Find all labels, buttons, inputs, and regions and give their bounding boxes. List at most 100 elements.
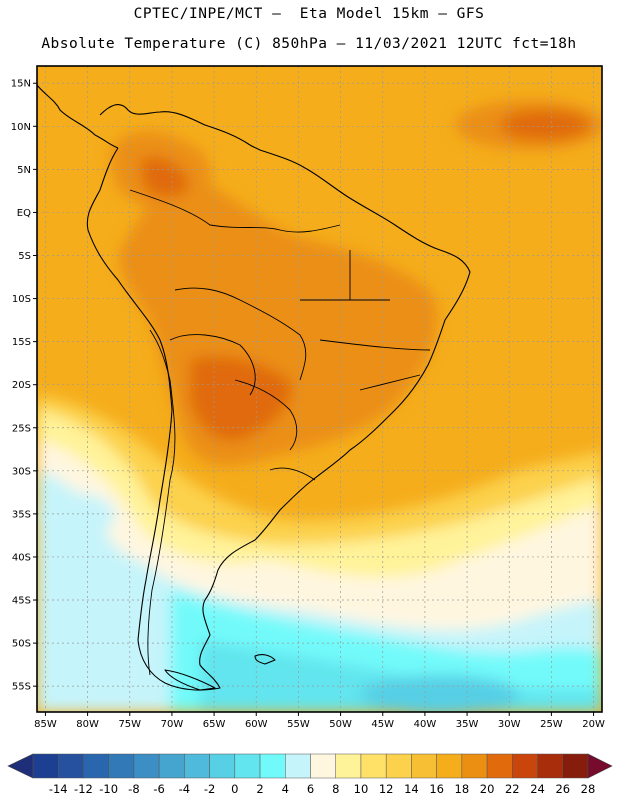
colorbar-label: 22	[505, 782, 520, 796]
lon-tick-label: 50W	[329, 719, 352, 730]
colorbar-label: 0	[231, 782, 238, 796]
colorbar-label: 2	[256, 782, 263, 796]
border-bolivia	[169, 334, 256, 396]
colorbar-swatch	[234, 753, 261, 779]
colorbar-label: 4	[282, 782, 289, 796]
tierra-del-fuego	[164, 669, 216, 691]
colorbar-swatch	[385, 753, 412, 779]
colorbar-swatch	[83, 753, 109, 779]
colorbar-swatch	[57, 753, 84, 779]
colorbar-swatch	[335, 753, 362, 779]
border-brazil-states	[299, 250, 431, 391]
lon-tick-label: 65W	[203, 719, 226, 730]
border-uruguay	[269, 467, 316, 481]
border-andes	[147, 329, 176, 676]
title-line-1: CPTEC/INPE/MCT — Eta Model 15km — GFS	[133, 6, 485, 22]
lat-tick-label: EQ	[17, 208, 31, 219]
colorbar-swatch	[360, 753, 387, 779]
colorbar-label: -6	[153, 782, 164, 796]
colorbar-swatch	[184, 753, 210, 779]
colorbar-high-arrow	[587, 753, 613, 779]
temperature-field	[37, 66, 602, 712]
colorbar-label: -8	[128, 782, 139, 796]
caribbean-coast	[99, 104, 251, 146]
lon-tick-label: 80W	[76, 719, 99, 730]
border-paraguay	[234, 379, 298, 451]
field-band-22c-north	[140, 156, 190, 197]
lat-tick-label: 25S	[12, 423, 31, 434]
colorbar-swatch	[285, 753, 311, 779]
border-central	[174, 287, 307, 381]
colorbar-label: 10	[354, 782, 369, 796]
colorbar-swatch	[259, 753, 286, 779]
lon-tick-label: 75W	[118, 719, 141, 730]
lat-tick-label: 10N	[11, 122, 31, 133]
colorbar-label: 18	[455, 782, 470, 796]
lat-tick-label: 15N	[11, 79, 31, 90]
field-pocket-southeast-cold	[360, 675, 520, 712]
latitude-axis: 15N 10N 5N EQ 5S 10S 15S 20S 25S 30S 35S 40S 45S 50S 5…	[11, 79, 37, 693]
colorbar-swatch	[512, 753, 538, 779]
colorbar-swatch	[209, 753, 236, 779]
colorbar-label: 8	[332, 782, 339, 796]
falklands	[254, 654, 276, 665]
central-america-coast	[37, 84, 119, 149]
south-america-coast	[86, 144, 471, 691]
colorbar-label: 6	[307, 782, 314, 796]
lon-tick-label: 55W	[287, 719, 310, 730]
colorbar-swatch	[537, 753, 564, 779]
colorbar-swatch	[411, 753, 437, 779]
colorbar-swatch	[436, 753, 463, 779]
colorbar-label: 12	[379, 782, 394, 796]
lon-tick-label: 45W	[371, 719, 394, 730]
colorbar-label: -14	[49, 782, 68, 796]
lat-tick-label: 55S	[12, 682, 31, 693]
colorbar-swatch	[158, 753, 185, 779]
colorbar-swatch	[486, 753, 513, 779]
map-frame	[36, 65, 603, 713]
colorbar-label: -10	[99, 782, 118, 796]
lat-tick-label: 40S	[12, 552, 31, 563]
colorbar-low-arrow	[7, 753, 34, 779]
colorbar-swatch	[108, 753, 135, 779]
colorbar-label: 14	[404, 782, 419, 796]
colorbar: -14 -12 -10 -8 -6 -4 -2 0 2 4 6 8 10 12 14 16 18 20 22 24 26…	[7, 753, 613, 796]
title-line-2: Absolute Temperature (C) 850hPa — 11/03/…	[41, 36, 577, 52]
colorbar-swatch	[562, 753, 589, 779]
lat-tick-label: 5S	[18, 251, 31, 262]
colorbar-swatch	[310, 753, 336, 779]
colorbar-label: 24	[530, 782, 545, 796]
lon-tick-label: 60W	[245, 719, 268, 730]
lon-tick-label: 35W	[456, 719, 479, 730]
colorbar-swatch	[32, 753, 59, 779]
lat-tick-label: 45S	[12, 596, 31, 607]
lat-tick-label: 50S	[12, 639, 31, 650]
colorbar-label: 28	[581, 782, 596, 796]
lat-tick-label: 15S	[12, 337, 31, 348]
border-north	[129, 189, 341, 233]
field-pocket-atlantic-hot	[500, 110, 590, 140]
lon-tick-label: 25W	[540, 719, 563, 730]
colorbar-label: 20	[480, 782, 495, 796]
colorbar-label: 26	[555, 782, 570, 796]
coastlines	[37, 84, 471, 691]
lat-tick-label: 10S	[12, 294, 31, 305]
field-band-22c	[190, 356, 292, 441]
lat-tick-label: 35S	[12, 509, 31, 520]
lon-tick-label: 70W	[161, 719, 184, 730]
colorbar-label: -12	[74, 782, 93, 796]
longitude-axis: 85W 80W 75W 70W 65W 60W 55W 50W 45W 40W 35W 30W 25W 2…	[34, 712, 605, 730]
lon-tick-label: 85W	[34, 719, 57, 730]
colorbar-label: 16	[429, 782, 444, 796]
lat-tick-label: 30S	[12, 466, 31, 477]
colorbar-label: -2	[204, 782, 215, 796]
colorbar-swatch	[133, 753, 160, 779]
lon-tick-label: 20W	[582, 719, 605, 730]
lat-tick-label: 5N	[17, 165, 31, 176]
colorbar-swatch	[461, 753, 488, 779]
country-borders	[129, 189, 431, 676]
lon-tick-label: 40W	[414, 719, 437, 730]
colorbar-label: -4	[179, 782, 190, 796]
field-pocket-west-cool	[37, 493, 115, 537]
